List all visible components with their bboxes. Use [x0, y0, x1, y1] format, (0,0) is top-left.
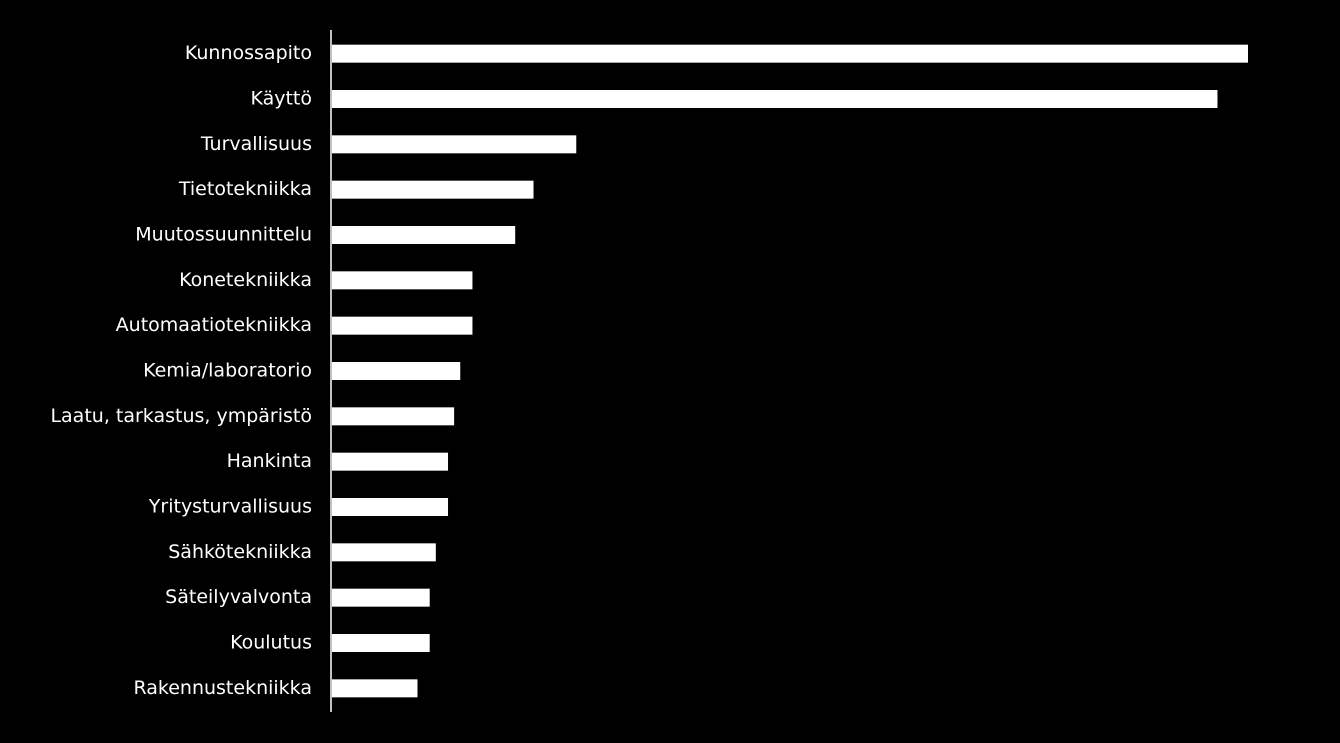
y-tick-label: Säteilyvalvonta — [165, 586, 312, 608]
y-tick-label: Rakennustekniikka — [133, 677, 312, 699]
bar — [332, 543, 436, 562]
y-tick-label: Koulutus — [230, 632, 312, 654]
bar — [332, 226, 516, 244]
bar — [332, 634, 430, 652]
bar — [332, 135, 577, 154]
y-tick-label: Muutossuunnittelu — [135, 224, 312, 246]
y-tick-label: Laatu, tarkastus, ympäristö — [50, 405, 312, 427]
bar — [332, 271, 473, 290]
bar — [332, 362, 461, 380]
bar — [332, 452, 449, 471]
bar — [332, 44, 1248, 63]
bar — [332, 498, 449, 516]
bar — [332, 588, 430, 607]
y-tick-label: Konetekniikka — [179, 269, 312, 291]
y-tick-label: Yritysturvallisuus — [148, 496, 312, 518]
bar — [332, 180, 534, 199]
y-tick-label: Hankinta — [227, 450, 312, 472]
bar — [332, 407, 455, 426]
y-tick-label: Turvallisuus — [200, 133, 312, 155]
y-tick-label: Kunnossapito — [185, 42, 312, 64]
bar — [332, 316, 473, 335]
bar — [332, 679, 418, 698]
y-tick-label: Sähkötekniikka — [168, 541, 312, 563]
y-tick-label: Automaatiotekniikka — [116, 314, 312, 336]
y-tick-label: Käyttö — [250, 88, 312, 110]
y-tick-label: Tietotekniikka — [178, 178, 312, 200]
y-tick-label: Kemia/laboratorio — [143, 360, 312, 382]
bar — [332, 90, 1218, 108]
